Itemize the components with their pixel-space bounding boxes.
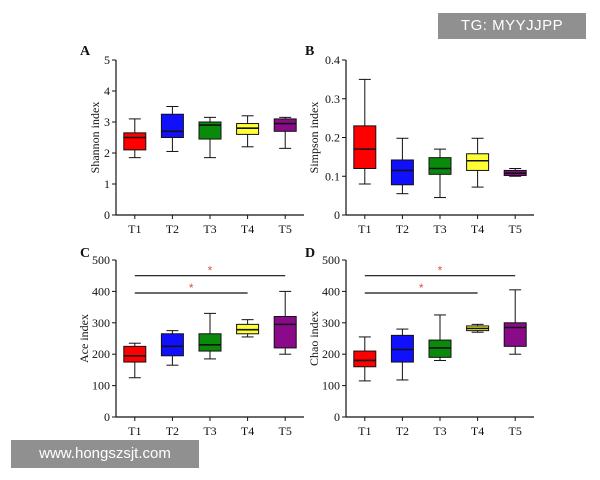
y-tick-label: 0.1 bbox=[325, 169, 340, 183]
y-tick-label: 2 bbox=[104, 146, 110, 160]
x-tick-label-t4: T4 bbox=[241, 424, 254, 438]
y-axis-label: Simpson index bbox=[307, 102, 321, 174]
significance-star-1: * bbox=[438, 264, 443, 278]
panel-c: C 0 100 200 300 400 500 Ace index T1 T2 T3 T4 T5 * * bbox=[77, 246, 304, 438]
x-tick-label-t1: T1 bbox=[128, 222, 141, 236]
y-tick-label: 100 bbox=[322, 379, 340, 393]
x-tick-label-t3: T3 bbox=[433, 222, 446, 236]
x-tick-label-t2: T2 bbox=[396, 222, 409, 236]
y-tick-label: 3 bbox=[104, 115, 110, 129]
box-t2 bbox=[160, 333, 184, 357]
box-t2 bbox=[160, 113, 184, 138]
panel-d: D 0 100 200 300 400 500 Chao index T1 T2 T3 T4 T5 * * bbox=[305, 246, 534, 438]
box-t3 bbox=[198, 121, 222, 140]
x-tick-label-t4: T4 bbox=[241, 222, 254, 236]
panel-label: A bbox=[80, 44, 91, 59]
y-tick-label: 4 bbox=[104, 84, 110, 98]
x-tick-label-t1: T1 bbox=[358, 222, 371, 236]
x-tick-label-t5: T5 bbox=[279, 222, 292, 236]
x-tick-label-t4: T4 bbox=[471, 222, 484, 236]
x-tick-label-t5: T5 bbox=[279, 424, 292, 438]
y-tick-label: 300 bbox=[92, 316, 110, 330]
panel-b: B 0 0.1 0.2 0.3 0.4 Simpson index T1 T2 T3 T4 T5 bbox=[305, 44, 534, 236]
panel-label: C bbox=[80, 246, 90, 261]
y-tick-label: 0 bbox=[334, 410, 340, 424]
significance-star-1: * bbox=[208, 264, 213, 278]
x-tick-label-t5: T5 bbox=[509, 222, 522, 236]
x-tick-label-t4: T4 bbox=[471, 424, 484, 438]
panel-label: D bbox=[305, 246, 315, 261]
y-tick-label: 200 bbox=[92, 347, 110, 361]
box-t1 bbox=[123, 132, 147, 151]
panel-a: A 0 1 2 3 4 5 Shannon index T1 T2 T3 T4 T5 bbox=[80, 44, 304, 236]
x-tick-label-t1: T1 bbox=[128, 424, 141, 438]
x-tick-label-t5: T5 bbox=[509, 424, 522, 438]
box-t3 bbox=[198, 333, 222, 352]
significance-star-2: * bbox=[189, 281, 194, 295]
box-t4 bbox=[466, 153, 490, 171]
x-tick-label-t2: T2 bbox=[166, 222, 179, 236]
watermark-bottom: www.hongszsjt.com bbox=[11, 440, 199, 468]
panel-label: B bbox=[305, 44, 314, 59]
y-axis-label: Shannon index bbox=[88, 102, 102, 174]
y-tick-label: 5 bbox=[104, 53, 110, 67]
y-tick-label: 0.3 bbox=[325, 92, 340, 106]
box-t1 bbox=[123, 345, 147, 363]
x-tick-label-t3: T3 bbox=[433, 424, 446, 438]
box-t1 bbox=[353, 125, 377, 169]
y-tick-label: 400 bbox=[92, 284, 110, 298]
y-tick-label: 200 bbox=[322, 347, 340, 361]
y-tick-label: 400 bbox=[322, 284, 340, 298]
y-tick-label: 100 bbox=[92, 379, 110, 393]
y-tick-label: 500 bbox=[92, 253, 110, 267]
box-t2 bbox=[390, 159, 414, 186]
y-tick-label: 0 bbox=[104, 410, 110, 424]
box-t5 bbox=[273, 316, 297, 349]
y-tick-label: 1 bbox=[104, 177, 110, 191]
box-t5 bbox=[273, 118, 297, 132]
box-t3 bbox=[428, 157, 452, 175]
watermark-top: TG: MYYJJPP bbox=[438, 13, 586, 39]
y-tick-label: 0 bbox=[104, 208, 110, 222]
y-axis-label: Chao index bbox=[307, 311, 321, 366]
significance-star-2: * bbox=[419, 281, 424, 295]
x-tick-label-t2: T2 bbox=[396, 424, 409, 438]
y-axis-label: Ace index bbox=[77, 314, 91, 363]
box-t5 bbox=[503, 322, 527, 347]
x-tick-label-t1: T1 bbox=[358, 424, 371, 438]
y-tick-label: 300 bbox=[322, 316, 340, 330]
y-tick-label: 0.2 bbox=[325, 131, 340, 145]
x-tick-label-t3: T3 bbox=[203, 424, 216, 438]
x-tick-label-t3: T3 bbox=[203, 222, 216, 236]
box-t1 bbox=[353, 350, 377, 368]
y-tick-label: 0.4 bbox=[325, 53, 340, 67]
y-tick-label: 0 bbox=[334, 208, 340, 222]
y-tick-label: 500 bbox=[322, 253, 340, 267]
x-tick-label-t2: T2 bbox=[166, 424, 179, 438]
